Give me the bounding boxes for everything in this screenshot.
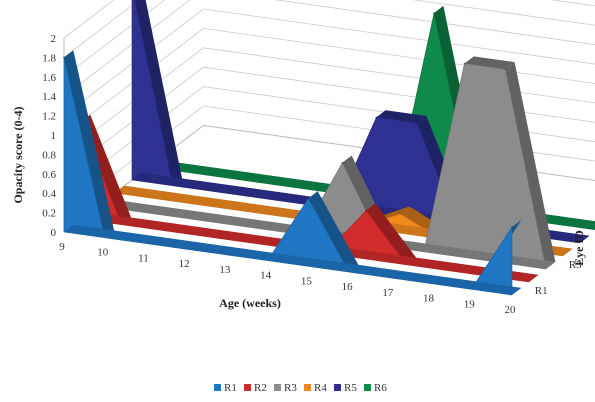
- y-tick-label: 0: [51, 227, 57, 239]
- legend-item-R4: R4: [304, 382, 327, 394]
- y-tick-label: 0.8: [42, 149, 56, 161]
- series-base: [64, 224, 522, 295]
- data-point: [375, 116, 378, 119]
- legend-item-R5: R5: [334, 382, 357, 394]
- data-point: [433, 12, 435, 14]
- series-top-facet: [464, 56, 515, 70]
- data-point: [307, 197, 310, 200]
- gridline: [63, 0, 595, 78]
- legend-label: R5: [344, 382, 357, 394]
- gridline: [63, 0, 595, 97]
- y-axis-title: Opacity score (0-4): [11, 106, 25, 203]
- legend-swatch: [214, 384, 221, 391]
- legend-swatch: [304, 384, 311, 391]
- depth-tick-label: R1: [535, 285, 548, 297]
- y-tick-label: 0.6: [42, 169, 56, 181]
- data-point: [365, 209, 367, 212]
- series-top-facet: [308, 191, 359, 273]
- y-tick-label: 2: [51, 33, 57, 45]
- x-tick-label: 19: [464, 298, 476, 310]
- x-tick-label: 17: [382, 287, 394, 299]
- series-top-facet: [376, 110, 427, 124]
- y-tick-label: 1.4: [42, 91, 56, 103]
- legend-item-R2: R2: [244, 382, 267, 394]
- x-tick-label: 11: [138, 252, 149, 264]
- legend-item-R3: R3: [274, 382, 297, 394]
- data-point: [341, 162, 344, 164]
- legend-swatch: [274, 384, 281, 391]
- legend-item-R1: R1: [214, 382, 237, 394]
- series-layer: [63, 0, 595, 296]
- x-tick-label: 16: [342, 281, 354, 293]
- x-tick-label: 15: [301, 275, 313, 287]
- x-tick-label: 20: [505, 304, 517, 316]
- series-top-facet: [366, 203, 417, 265]
- y-tick-label: 1.2: [42, 111, 56, 123]
- legend-swatch: [334, 384, 341, 391]
- data-point: [63, 56, 65, 59]
- x-tick-label: 18: [423, 293, 435, 305]
- x-tick-label: 12: [179, 258, 190, 270]
- x-axis-ticks: 9 10 11 12 13 14 15 16 17 18 19 20: [59, 241, 516, 316]
- data-point: [511, 226, 513, 228]
- y-tick-label: 0.4: [42, 188, 56, 200]
- y-tick-label: 1: [51, 130, 57, 142]
- gridline: [63, 0, 595, 58]
- data-point: [399, 212, 401, 215]
- legend-label: R4: [314, 382, 327, 394]
- series-top-facet: [134, 0, 183, 186]
- legend-label: R1: [224, 382, 237, 394]
- legend-label: R6: [374, 382, 387, 394]
- legend-swatch: [244, 384, 251, 391]
- x-tick-label: 13: [219, 264, 231, 276]
- data-point: [463, 62, 466, 65]
- depth-tick-label: R3: [569, 259, 582, 271]
- legend-swatch: [364, 384, 371, 391]
- y-axis-ticks: 0 0.2 0.4 0.6 0.8 1 1.2 1.4 1.6 1.8 2: [42, 33, 56, 239]
- x-tick-label: 10: [97, 247, 109, 259]
- gridline: [63, 0, 115, 39]
- legend-item-R6: R6: [364, 382, 387, 394]
- depth-axis-ticks: R1R3R5: [535, 259, 582, 297]
- data-point: [504, 68, 507, 71]
- legend-label: R3: [284, 382, 297, 394]
- depth-axis-title: Eye ID: [572, 230, 586, 266]
- series-R1: [63, 50, 522, 296]
- x-tick-label: 9: [59, 241, 65, 253]
- x-axis-title: Age (weeks): [219, 296, 281, 310]
- series-top-facet: [505, 62, 556, 269]
- y-tick-label: 1.6: [42, 72, 56, 84]
- legend-label: R2: [254, 382, 267, 394]
- data-point: [416, 122, 418, 124]
- series-top-facet: [64, 50, 115, 238]
- y-tick-label: 0.2: [42, 208, 56, 220]
- gridline: [63, 8, 595, 116]
- legend: R1 R2 R3 R4 R5 R6: [214, 382, 387, 394]
- y-tick-label: 1.8: [42, 52, 56, 64]
- x-tick-label: 14: [260, 270, 272, 282]
